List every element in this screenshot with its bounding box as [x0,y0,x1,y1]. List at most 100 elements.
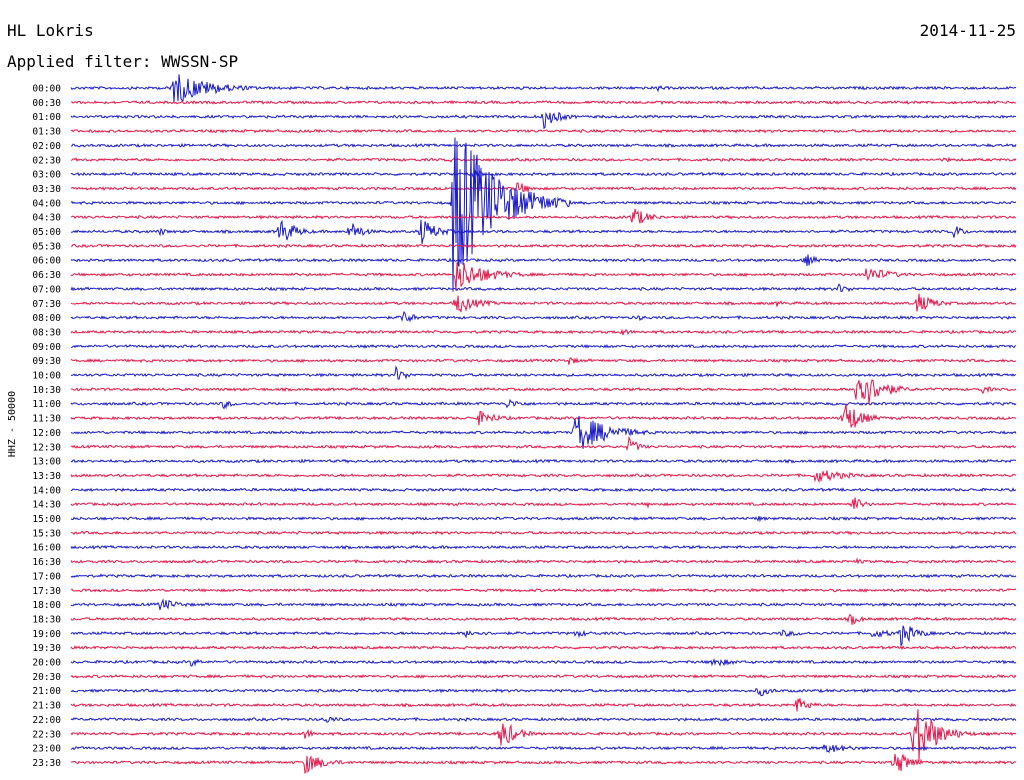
row-time-label: 20:30 [32,672,61,683]
row-time-label: 17:00 [32,571,61,582]
row-time-label: 14:00 [32,485,61,496]
date-label: 2014-11-25 [919,21,1016,40]
filter-label: Applied filter: WWSSN-SP [7,52,239,71]
row-time-label: 16:00 [32,543,61,554]
trace-line [70,219,1017,244]
trace-line [70,470,1017,484]
row-time-label: 06:00 [32,256,61,267]
trace-line [70,379,1017,404]
trace-line [70,283,1017,293]
trace-line [71,365,1017,380]
trace-line [70,137,1017,292]
row-time-label: 15:30 [32,528,61,539]
row-time-label: 21:00 [32,686,61,697]
row-time-label: 18:00 [32,600,61,611]
row-time-label: 05:30 [32,241,61,252]
trace-line [70,328,1017,336]
trace-line [70,458,1017,464]
row-time-label: 02:00 [32,141,61,152]
trace-line [70,487,1017,493]
row-time-label: 07:30 [32,299,61,310]
trace-line [70,753,1017,775]
trace-line [70,170,1017,180]
trace-line [70,688,1017,697]
row-time-label: 01:30 [32,127,61,138]
row-time-label: 05:00 [32,227,61,238]
row-time-label: 06:30 [32,270,61,281]
row-time-label: 00:30 [32,98,61,109]
time-label-group: 00:00 00:30 01:00 01:30 02:00 02:30 03:00 03:30… [32,84,61,769]
row-time-label: 02:30 [32,155,61,166]
trace-line [70,673,1017,679]
trace-line [70,598,1017,611]
trace-line [70,530,1017,536]
row-time-label: 12:30 [32,442,61,453]
row-time-label: 09:00 [32,342,61,353]
row-time-label: 01:00 [32,112,61,123]
row-time-label: 18:30 [32,614,61,625]
row-time-label: 03:30 [32,184,61,195]
y-axis-label: HHZ - 50000 [7,391,18,457]
row-time-label: 10:30 [32,385,61,396]
trace-line [70,262,1017,291]
row-time-label: 21:30 [32,701,61,712]
trace-line [70,435,1017,452]
trace-group [70,74,1017,775]
row-time-label: 15:00 [32,514,61,525]
station-title: HL Lokris [7,21,94,40]
trace-line [70,310,1017,323]
row-time-label: 16:30 [32,557,61,568]
trace-line [70,293,1017,313]
trace-line [70,658,1017,667]
trace-line [70,625,1017,647]
trace-line [70,343,1017,349]
trace-line [70,254,1017,267]
trace-line [70,497,1017,509]
row-time-label: 13:30 [32,471,61,482]
row-time-label: 11:30 [32,414,61,425]
row-time-label: 04:30 [32,213,61,224]
trace-line [70,415,1017,449]
row-time-label: 19:30 [32,643,61,654]
row-time-label: 12:00 [32,428,61,439]
row-time-label: 19:00 [32,629,61,640]
trace-line [70,744,1017,754]
trace-line [70,709,1017,762]
trace-line [70,243,1017,249]
trace-line [70,573,1017,579]
row-time-label: 23:00 [32,744,61,755]
row-time-label: 11:00 [32,399,61,410]
trace-line [70,208,1017,224]
row-time-label: 23:30 [32,758,61,769]
row-time-label: 07:00 [32,284,61,295]
trace-line [70,74,1017,103]
trace-line [70,544,1017,550]
trace-line [70,128,1017,134]
trace-line [70,613,1017,625]
trace-line [70,557,1017,565]
trace-line [70,515,1017,523]
row-time-label: 22:00 [32,715,61,726]
row-time-label: 09:30 [32,356,61,367]
trace-line [70,357,1017,365]
trace-line [70,645,1017,651]
row-time-label: 10:00 [32,371,61,382]
row-time-label: 22:30 [32,729,61,740]
row-time-label: 17:30 [32,586,61,597]
trace-line [70,404,1017,428]
trace-line [70,99,1017,105]
row-time-label: 14:30 [32,500,61,511]
trace-line [70,716,1017,723]
row-time-label: 00:00 [32,84,61,95]
trace-line [70,142,1017,149]
trace-line [70,398,1017,410]
row-time-label: 08:30 [32,327,61,338]
row-time-label: 13:00 [32,457,61,468]
trace-line [70,587,1017,593]
trace-line [70,698,1017,712]
row-time-label: 04:00 [32,198,61,209]
trace-line [70,182,1017,192]
row-time-label: 03:00 [32,170,61,181]
trace-line [70,111,1017,130]
